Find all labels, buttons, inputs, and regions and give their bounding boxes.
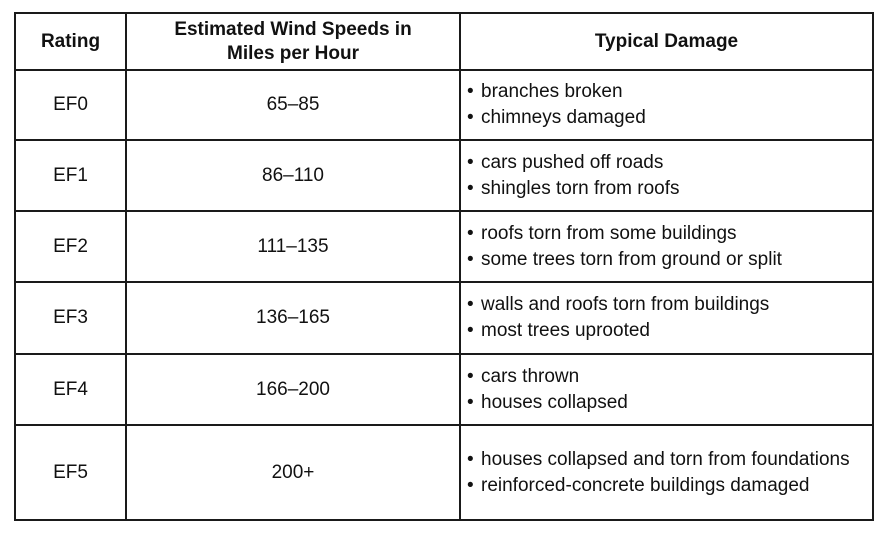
rating-cell: EF0: [14, 69, 127, 141]
damage-item: shingles torn from roofs: [467, 176, 868, 202]
table-row: EF4 166–200 cars thrown houses collapsed: [14, 353, 874, 426]
table-header-row: Rating Estimated Wind Speeds in Miles pe…: [14, 12, 874, 71]
damage-list: cars thrown houses collapsed: [467, 364, 868, 416]
damage-item: cars thrown: [467, 364, 868, 390]
header-wind-speed-line1: Estimated Wind Speeds in: [174, 18, 412, 40]
wind-speed-cell: 166–200: [125, 353, 461, 426]
damage-item: some trees torn from ground or split: [467, 247, 868, 273]
table-row: EF1 86–110 cars pushed off roads shingle…: [14, 139, 874, 212]
damage-cell: houses collapsed and torn from foundatio…: [459, 424, 874, 521]
rating-cell: EF3: [14, 281, 127, 355]
wind-speed-cell: 86–110: [125, 139, 461, 212]
rating-cell: EF5: [14, 424, 127, 521]
damage-item: houses collapsed and torn from foundatio…: [467, 447, 868, 473]
wind-speed-cell: 65–85: [125, 69, 461, 141]
table-row: EF5 200+ houses collapsed and torn from …: [14, 424, 874, 521]
header-wind-speed: Estimated Wind Speeds in Miles per Hour: [125, 12, 461, 71]
damage-item: chimneys damaged: [467, 105, 868, 131]
damage-item: roofs torn from some buildings: [467, 221, 868, 247]
wind-speed-cell: 200+: [125, 424, 461, 521]
damage-cell: cars thrown houses collapsed: [459, 353, 874, 426]
damage-list: cars pushed off roads shingles torn from…: [467, 150, 868, 202]
rating-cell: EF2: [14, 210, 127, 283]
damage-item: cars pushed off roads: [467, 150, 868, 176]
damage-list: houses collapsed and torn from foundatio…: [467, 447, 868, 499]
damage-list: roofs torn from some buildings some tree…: [467, 221, 868, 273]
table-row: EF2 111–135 roofs torn from some buildin…: [14, 210, 874, 283]
header-rating: Rating: [14, 12, 127, 71]
wind-speed-cell: 136–165: [125, 281, 461, 355]
damage-list: branches broken chimneys damaged: [467, 79, 868, 131]
damage-item: houses collapsed: [467, 390, 868, 416]
rating-cell: EF1: [14, 139, 127, 212]
damage-item: branches broken: [467, 79, 868, 105]
header-wind-speed-line2: Miles per Hour: [227, 42, 359, 64]
ef-scale-table: Rating Estimated Wind Speeds in Miles pe…: [14, 12, 874, 521]
damage-cell: walls and roofs torn from buildings most…: [459, 281, 874, 355]
damage-item: walls and roofs torn from buildings: [467, 292, 868, 318]
rating-cell: EF4: [14, 353, 127, 426]
damage-item: most trees uprooted: [467, 318, 868, 344]
damage-list: walls and roofs torn from buildings most…: [467, 292, 868, 344]
damage-cell: roofs torn from some buildings some tree…: [459, 210, 874, 283]
damage-cell: branches broken chimneys damaged: [459, 69, 874, 141]
damage-cell: cars pushed off roads shingles torn from…: [459, 139, 874, 212]
table-row: EF3 136–165 walls and roofs torn from bu…: [14, 281, 874, 355]
table-row: EF0 65–85 branches broken chimneys damag…: [14, 69, 874, 141]
wind-speed-cell: 111–135: [125, 210, 461, 283]
damage-item: reinforced-concrete buildings damaged: [467, 473, 868, 499]
header-typical-damage: Typical Damage: [459, 12, 874, 71]
